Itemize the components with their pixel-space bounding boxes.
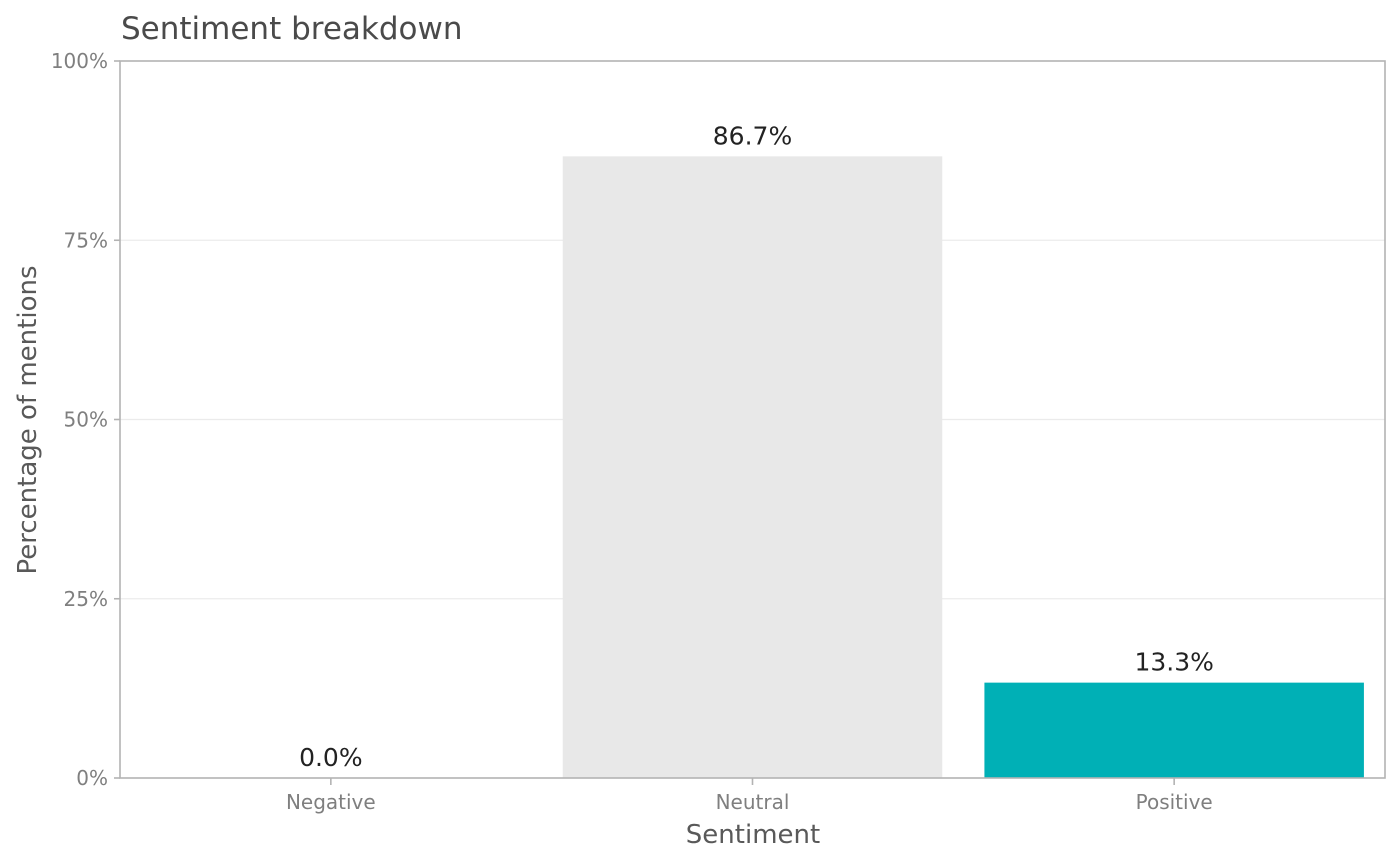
bars [562,156,1364,779]
bar-positive [984,682,1364,778]
y-tick-label: 25% [64,587,108,611]
data-labels: 0.0% 86.7% 13.3% [299,121,1214,772]
y-axis-title: Percentage of mentions [13,265,43,574]
y-tick-label: 100% [51,49,108,73]
data-label: 13.3% [1134,648,1213,677]
data-label: 86.7% [713,121,792,150]
x-axis-title: Sentiment [686,820,820,850]
y-axis: 0% 25% 50% 75% 100% [51,49,120,790]
y-tick-label: 50% [64,408,108,432]
x-axis: Negative Neutral Positive [286,778,1213,814]
chart-title: Sentiment breakdown [121,11,463,47]
data-label: 0.0% [299,743,363,772]
x-tick-label: Positive [1136,790,1213,814]
y-tick-label: 0% [76,766,108,790]
x-tick-label: Neutral [716,790,790,814]
bar-neutral [562,156,943,779]
x-tick-label: Negative [286,790,376,814]
y-tick-label: 75% [64,228,108,252]
